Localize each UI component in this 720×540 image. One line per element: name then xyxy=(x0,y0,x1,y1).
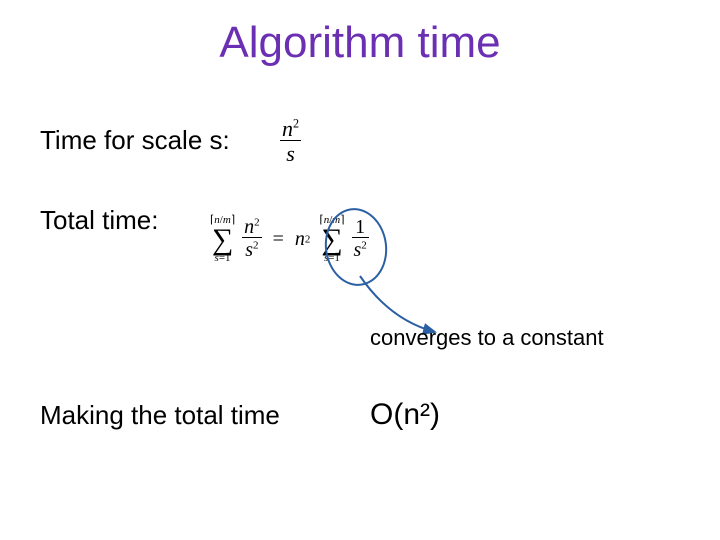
equals: = xyxy=(273,228,284,250)
label-total-time: Total time: xyxy=(40,205,159,236)
slide: Algorithm time Time for scale s: n2 s To… xyxy=(0,0,720,540)
label-making-total: Making the total time xyxy=(40,400,280,431)
f2-factor-b: n xyxy=(295,228,305,250)
f2l-num-e: 2 xyxy=(254,216,260,228)
label-converges: converges to a constant xyxy=(370,325,604,351)
f2l-den-e: 2 xyxy=(253,239,259,251)
f1-n-exp: 2 xyxy=(293,117,299,131)
f1-n: n xyxy=(282,116,293,141)
f2-factor-e: 2 xyxy=(305,234,311,246)
f2l-den-b: s xyxy=(245,239,253,261)
f1-den: s xyxy=(286,141,295,166)
sum-left: n/m ∑ s=1 xyxy=(210,215,235,264)
label-time-for-scale: Time for scale s: xyxy=(40,125,230,156)
result-big-o: O(n²) xyxy=(370,398,440,432)
slide-title: Algorithm time xyxy=(0,18,720,68)
formula-time-for-scale: n2 s xyxy=(280,118,301,167)
f2l-num-b: n xyxy=(244,216,254,238)
